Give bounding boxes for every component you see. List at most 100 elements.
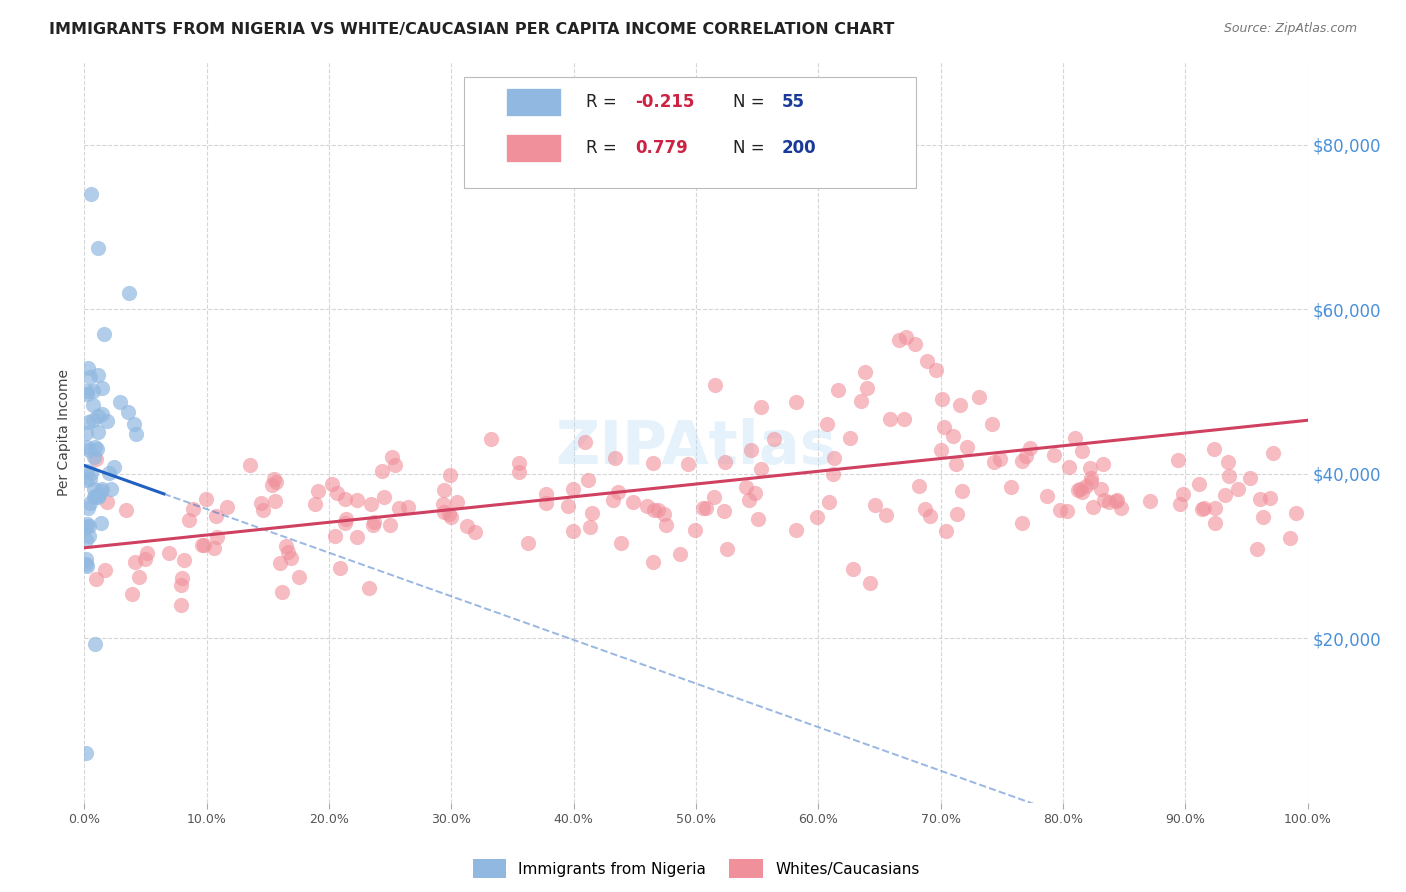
Point xyxy=(1216,455,1239,469)
Point xyxy=(76,361,98,376)
Point xyxy=(1105,494,1128,508)
Point xyxy=(740,443,762,458)
Point xyxy=(381,450,404,465)
Point xyxy=(1251,509,1274,524)
Point xyxy=(250,496,273,510)
Point xyxy=(121,587,143,601)
Point xyxy=(950,484,973,499)
Point xyxy=(1218,468,1240,483)
Point xyxy=(534,496,557,510)
Point xyxy=(269,556,291,570)
Point xyxy=(271,584,294,599)
Point xyxy=(749,462,772,476)
Point xyxy=(329,561,352,575)
Point xyxy=(1000,480,1022,494)
Point xyxy=(361,518,384,533)
Point xyxy=(76,387,98,401)
Point xyxy=(647,503,669,517)
Point xyxy=(842,562,865,576)
Point xyxy=(263,494,285,508)
FancyBboxPatch shape xyxy=(464,78,917,188)
Point xyxy=(942,429,965,443)
Point xyxy=(1080,475,1102,489)
Point xyxy=(84,490,107,504)
Point xyxy=(79,519,101,533)
Point xyxy=(433,483,456,497)
Text: N =: N = xyxy=(733,139,769,157)
Point xyxy=(97,466,120,480)
Point xyxy=(333,516,356,530)
Point xyxy=(1246,541,1268,556)
Point xyxy=(76,440,98,454)
Point xyxy=(80,466,103,480)
Point xyxy=(737,493,759,508)
Point xyxy=(602,492,624,507)
Point xyxy=(821,467,844,481)
Point xyxy=(1213,488,1236,502)
Point xyxy=(904,337,927,351)
Point xyxy=(90,516,112,531)
Text: R =: R = xyxy=(586,93,621,111)
Point xyxy=(747,512,769,526)
Point xyxy=(239,458,262,472)
Point xyxy=(1258,491,1281,505)
Point xyxy=(980,417,1002,431)
Point xyxy=(122,417,145,431)
Point xyxy=(96,495,118,509)
Point xyxy=(82,384,104,398)
Point xyxy=(949,398,972,412)
Point xyxy=(170,578,193,592)
Point xyxy=(893,412,915,426)
Point xyxy=(76,517,98,532)
Point xyxy=(380,518,402,533)
Point xyxy=(252,502,274,516)
Point xyxy=(676,457,699,471)
Point xyxy=(75,558,97,572)
Point xyxy=(967,390,990,404)
Point xyxy=(86,241,108,255)
Point xyxy=(988,452,1011,467)
Text: Source: ZipAtlas.com: Source: ZipAtlas.com xyxy=(1223,22,1357,36)
Point xyxy=(908,479,931,493)
Point xyxy=(1261,446,1284,460)
Point xyxy=(1097,495,1119,509)
Point xyxy=(77,443,100,458)
Point xyxy=(1249,491,1271,506)
Point xyxy=(669,547,692,561)
Point xyxy=(84,637,107,651)
Point xyxy=(914,501,936,516)
Point xyxy=(1069,483,1091,497)
Point xyxy=(323,528,346,542)
Y-axis label: Per Capita Income: Per Capita Income xyxy=(58,369,72,496)
Point xyxy=(1011,516,1033,530)
Point xyxy=(875,508,897,522)
Point xyxy=(1064,431,1087,445)
Point xyxy=(86,442,108,457)
Point xyxy=(103,460,125,475)
Point xyxy=(945,457,967,471)
Point xyxy=(956,440,979,454)
Point xyxy=(373,491,395,505)
Text: N =: N = xyxy=(733,93,769,111)
Point xyxy=(335,512,357,526)
Point xyxy=(652,507,675,521)
Point xyxy=(785,523,807,537)
Point xyxy=(683,523,706,537)
Point xyxy=(749,401,772,415)
Point xyxy=(703,377,725,392)
Point xyxy=(136,545,159,559)
Point xyxy=(157,546,180,560)
Point xyxy=(264,475,287,490)
Point xyxy=(172,571,194,585)
Point xyxy=(124,555,146,569)
Point xyxy=(574,435,596,450)
Point xyxy=(363,515,385,529)
Text: -0.215: -0.215 xyxy=(636,93,695,111)
Text: 200: 200 xyxy=(782,139,817,157)
Text: 55: 55 xyxy=(782,93,804,111)
Point xyxy=(1204,442,1226,457)
Point xyxy=(931,392,953,406)
Point xyxy=(87,368,110,382)
Point xyxy=(946,507,969,521)
Point xyxy=(1171,487,1194,501)
